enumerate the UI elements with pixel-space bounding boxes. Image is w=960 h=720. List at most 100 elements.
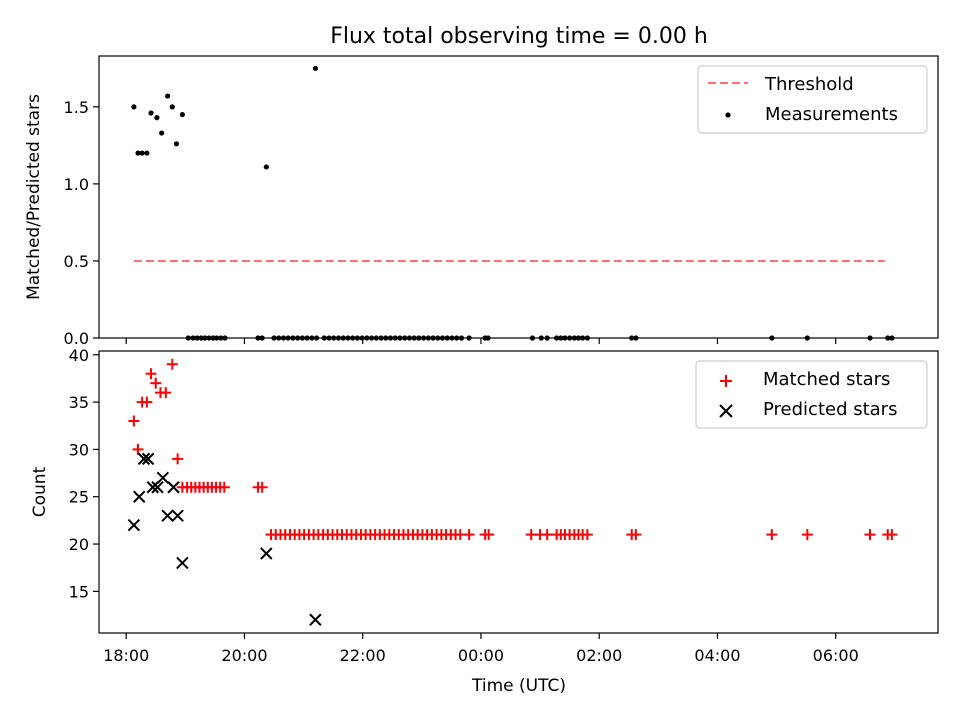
matched-star-point [172, 453, 184, 465]
measurement-point [402, 335, 408, 341]
predicted-star-point [132, 490, 146, 503]
predicted-star-point [171, 509, 184, 522]
measurement-point [202, 335, 208, 341]
predicted-star-point [309, 613, 322, 626]
legend-measurements-swatch [725, 112, 731, 118]
measurement-point [485, 335, 491, 341]
count-y-tick-label: 40 [69, 346, 89, 365]
matched-star-point [630, 529, 642, 541]
count-legend-box [695, 360, 928, 429]
count-panel: 15 20 25 30 35 40 18:00 20:00 22:00 00:00 02:00 04… [30, 346, 939, 696]
legend-predicted-swatch [719, 404, 733, 418]
measurement-point [321, 335, 327, 341]
measurement-point [345, 335, 351, 341]
measurement-point [538, 335, 544, 341]
measurement-point [285, 335, 291, 341]
predicted-star-point [176, 556, 189, 570]
x-tick-label: 18:00 [103, 646, 149, 665]
measurement-point [421, 335, 427, 341]
measurement-point [190, 335, 196, 341]
measurement-point [444, 335, 450, 341]
x-tick-label: 02:00 [576, 646, 622, 665]
measurement-point [299, 335, 305, 341]
x-tick-label: 00:00 [458, 646, 504, 665]
measurement-point [439, 335, 446, 341]
measurement-point [387, 335, 394, 341]
matched-star-point [864, 529, 876, 541]
measurement-point [313, 335, 320, 341]
measurement-point [425, 335, 431, 341]
measurement-point [148, 110, 154, 116]
matched-star-point [483, 529, 495, 541]
measurement-point [364, 335, 370, 341]
measurement-point [575, 335, 582, 341]
measurement-point [629, 335, 635, 341]
count-panel-frame [98, 350, 939, 634]
count-y-tick-label: 25 [69, 488, 89, 507]
measurement-point [169, 104, 175, 110]
measurement-point [392, 335, 398, 341]
measurement-point [326, 335, 332, 341]
matched-star-point [541, 529, 553, 541]
matched-star-point [581, 529, 593, 541]
count-y-tick-label: 15 [69, 582, 89, 601]
matched-star-point [801, 529, 813, 541]
measurement-point [571, 335, 577, 341]
matched-star-point [463, 529, 475, 541]
predicted-star-point [260, 547, 273, 560]
measurement-point [263, 164, 269, 170]
count-y-tick-label: 30 [69, 440, 89, 459]
measurement-point [290, 335, 296, 341]
predicted-star-point [156, 471, 170, 485]
measurement-point [397, 335, 403, 341]
measurement-point [295, 335, 301, 341]
measurement-point [335, 335, 342, 341]
measurement-point [466, 335, 472, 341]
measurement-point [454, 335, 460, 341]
measurement-point [276, 335, 282, 341]
legend-matched-label: Matched stars [763, 369, 890, 390]
count-x-axis: 18:00 20:00 22:00 00:00 02:00 04:00 06:00 [103, 633, 859, 665]
x-tick-label: 04:00 [694, 646, 740, 665]
measurement-point [889, 335, 895, 341]
matched-star-point [145, 368, 157, 380]
measurement-point [562, 335, 568, 341]
measurements-series [131, 65, 895, 341]
measurement-point [214, 335, 220, 341]
matched-star-point [141, 396, 153, 408]
ratio-y-tick-label: 1.5 [64, 98, 89, 117]
x-axis-label: Time (UTC) [471, 676, 566, 696]
matched-star-point [150, 377, 162, 389]
measurement-point [340, 335, 346, 341]
measurement-point [194, 335, 200, 341]
legend-measurements-label: Measurements [765, 104, 898, 125]
measurement-point [131, 104, 137, 110]
measurement-point [173, 141, 180, 147]
measurement-point [331, 335, 337, 341]
measurement-point [430, 335, 436, 341]
measurement-point [544, 335, 550, 341]
x-tick-label: 22:00 [340, 646, 386, 665]
measurement-point [259, 335, 265, 341]
count-y-tick-label: 20 [69, 535, 89, 554]
measurement-point [206, 335, 212, 341]
predicted-star-point [141, 452, 155, 466]
ratio-legend-box [697, 65, 928, 134]
measurement-point [567, 335, 573, 341]
measurement-point [164, 93, 171, 99]
ratio-y-axis-label: Matched/Predicted stars [24, 94, 44, 300]
measurement-point [255, 335, 261, 341]
count-legend: Matched stars Predicted stars [695, 360, 928, 429]
measurement-point [185, 335, 191, 341]
measurement-point [885, 335, 891, 341]
ratio-y-tick-label: 0.5 [64, 252, 89, 271]
measurement-point [411, 335, 417, 341]
measurement-point [633, 335, 639, 341]
measurement-point [312, 65, 319, 71]
predicted-star-point [167, 481, 180, 494]
legend-predicted-label: Predicted stars [763, 399, 897, 420]
measurement-point [159, 130, 165, 136]
measurement-point [435, 335, 441, 341]
matched-star-point [256, 481, 268, 493]
